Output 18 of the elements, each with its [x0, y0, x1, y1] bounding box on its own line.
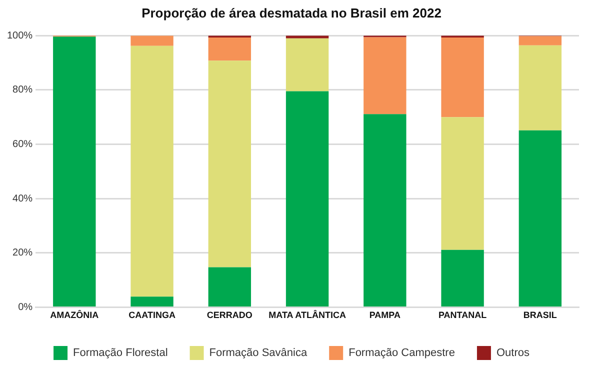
legend-label: Formação Savânica: [209, 347, 308, 360]
y-tick-label: 0%: [18, 302, 33, 313]
x-tick-label: CAATINGA: [128, 310, 176, 320]
y-tick-label: 40%: [12, 193, 33, 204]
x-tick-label: CERRADO: [206, 310, 252, 320]
chart-title: Proporção de área desmatada no Brasil em 2022: [142, 5, 442, 20]
y-tick-label: 100%: [7, 30, 33, 42]
x-tick-label: PANTANAL: [438, 310, 488, 320]
x-tick-label: AMAZÔNIA: [50, 309, 100, 320]
x-tick-label: PAMPA: [369, 310, 401, 320]
y-tick-label: 60%: [12, 138, 33, 150]
legend-label: Formação Florestal: [73, 347, 168, 360]
y-tick-label: 80%: [12, 84, 33, 96]
x-tick-label: MATA ATLÂNTICA: [268, 309, 346, 320]
legend-label: Outros: [496, 347, 530, 360]
legend-label: Formação Campestre: [348, 347, 455, 360]
x-tick-label: BRASIL: [523, 310, 558, 320]
y-tick-label: 20%: [12, 248, 33, 259]
